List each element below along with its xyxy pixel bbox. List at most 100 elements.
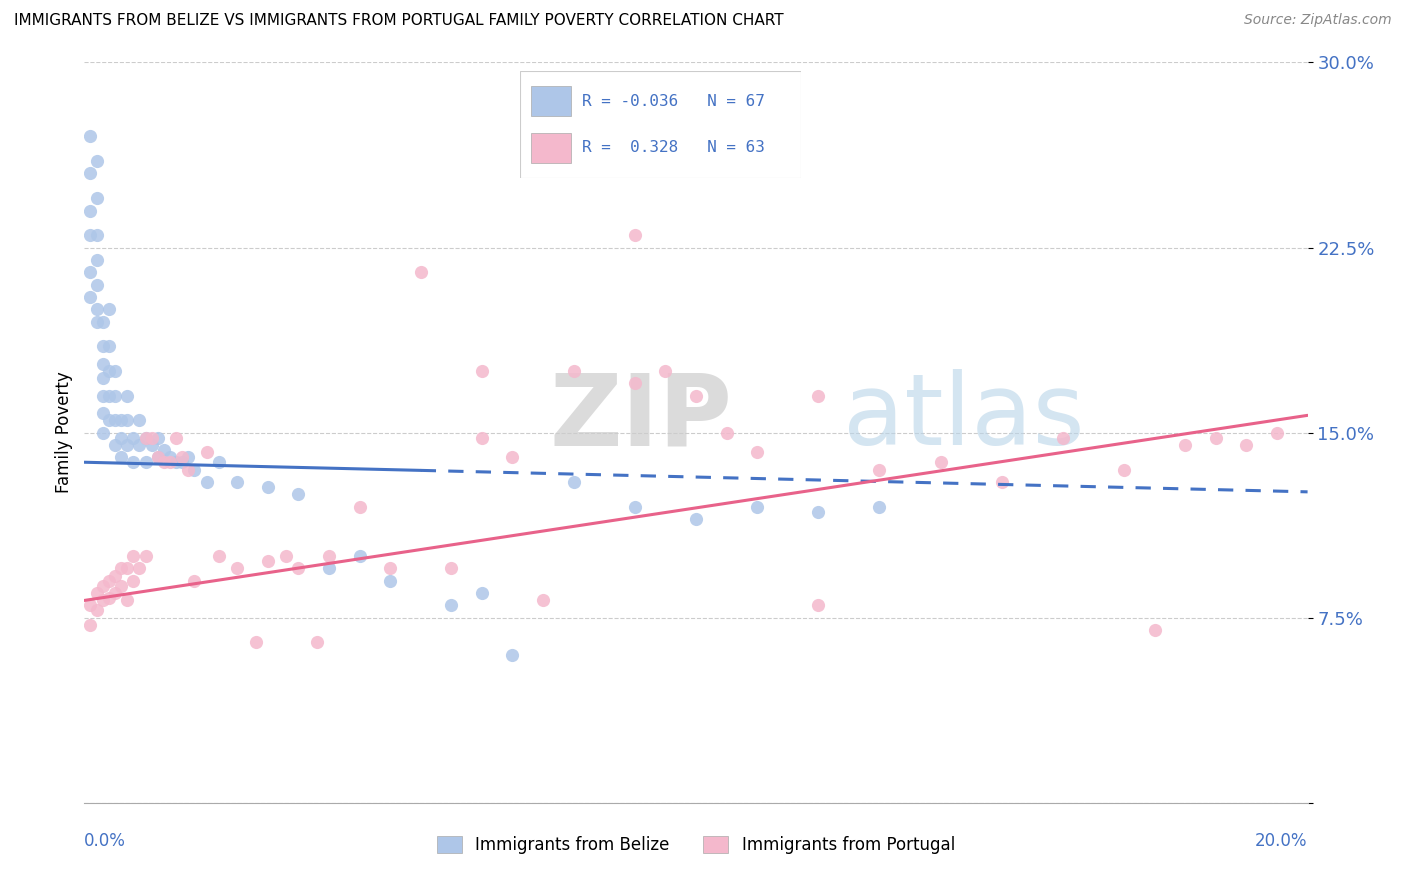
Point (245, 635, 267, 649)
Point (104, 364, 127, 378)
Text: IMMIGRANTS FROM BELIZE VS IMMIGRANTS FROM PORTUGAL FAMILY POVERTY CORRELATION CH: IMMIGRANTS FROM BELIZE VS IMMIGRANTS FRO… (14, 13, 783, 29)
Point (115, 413, 138, 427)
Point (104, 413, 127, 427)
Point (91, 388, 114, 402)
Point (1143, 623, 1166, 637)
Point (97, 591, 120, 605)
Text: Source: ZipAtlas.com: Source: ZipAtlas.com (1244, 13, 1392, 28)
Point (1114, 462, 1136, 476)
Point (122, 455, 145, 469)
Point (146, 431, 169, 445)
Point (165, 455, 187, 469)
Point (128, 438, 150, 452)
Text: 20.0%: 20.0% (1256, 832, 1308, 850)
Point (153, 455, 176, 469)
Text: atlas: atlas (842, 369, 1084, 467)
Point (86, 154, 108, 169)
Point (135, 455, 157, 469)
Point (122, 574, 145, 588)
Point (471, 586, 494, 600)
Point (349, 549, 371, 563)
Point (409, 265, 432, 279)
Point (104, 586, 127, 600)
Point (183, 462, 205, 476)
Point (141, 438, 163, 452)
Point (380, 574, 402, 588)
Point (183, 574, 205, 588)
Point (562, 364, 585, 378)
Text: R =  0.328   N = 63: R = 0.328 N = 63 (582, 140, 765, 155)
Point (153, 442, 176, 457)
Point (91, 314, 114, 328)
Point (869, 462, 891, 476)
Point (318, 561, 340, 575)
Point (685, 388, 707, 402)
Point (471, 364, 494, 378)
Y-axis label: Family Poverty: Family Poverty (55, 372, 73, 493)
Point (172, 450, 194, 465)
Point (122, 431, 145, 445)
Point (807, 505, 830, 519)
Text: ZIP: ZIP (550, 369, 733, 467)
Legend: Immigrants from Belize, Immigrants from Portugal: Immigrants from Belize, Immigrants from … (430, 830, 962, 861)
Point (195, 445, 218, 459)
Point (86, 277, 108, 292)
Point (79, 228, 101, 243)
Point (115, 561, 138, 575)
Point (91, 425, 114, 440)
Point (97, 388, 120, 402)
Point (685, 512, 707, 526)
Point (104, 568, 127, 582)
Point (86, 586, 108, 600)
Point (929, 455, 952, 469)
Point (91, 593, 114, 607)
Point (141, 431, 163, 445)
Point (747, 445, 769, 459)
Point (195, 475, 218, 489)
FancyBboxPatch shape (520, 71, 801, 178)
Point (318, 549, 340, 563)
Point (79, 618, 101, 632)
Point (208, 549, 231, 563)
Point (91, 579, 114, 593)
Point (104, 388, 127, 402)
Point (91, 406, 114, 420)
Point (110, 579, 132, 593)
Point (97, 302, 120, 317)
Point (97, 364, 120, 378)
Point (110, 431, 132, 445)
Point (146, 450, 169, 465)
Point (79, 599, 101, 613)
Bar (531, 87, 571, 116)
Point (79, 265, 101, 279)
Point (257, 480, 280, 494)
Point (86, 228, 108, 243)
Point (502, 450, 524, 465)
Point (1265, 425, 1288, 440)
Point (165, 431, 187, 445)
Point (97, 574, 120, 588)
Point (97, 339, 120, 353)
Point (1236, 438, 1258, 452)
Point (807, 599, 830, 613)
Point (531, 593, 554, 607)
Point (226, 475, 249, 489)
Point (86, 603, 108, 617)
Point (172, 455, 194, 469)
Point (624, 228, 647, 243)
Point (624, 500, 647, 514)
Point (79, 203, 101, 218)
Point (115, 593, 138, 607)
Point (991, 475, 1014, 489)
Point (159, 455, 181, 469)
Point (135, 549, 157, 563)
Point (91, 371, 114, 385)
Point (747, 500, 769, 514)
Point (177, 450, 200, 465)
Point (115, 388, 138, 402)
Point (146, 450, 169, 465)
Point (305, 635, 328, 649)
Point (1205, 431, 1227, 445)
Point (128, 561, 150, 575)
Point (79, 290, 101, 304)
